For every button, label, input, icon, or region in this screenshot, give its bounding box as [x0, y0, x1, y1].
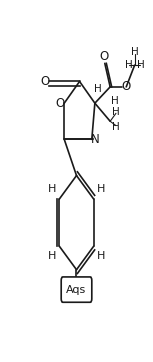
Text: H: H: [112, 107, 120, 117]
Text: H: H: [48, 184, 56, 194]
Text: O: O: [41, 75, 50, 88]
Text: H: H: [125, 60, 132, 70]
Text: O: O: [122, 80, 131, 93]
Text: H: H: [97, 184, 105, 194]
Text: O: O: [99, 50, 109, 63]
FancyBboxPatch shape: [61, 277, 92, 302]
Text: H: H: [97, 251, 105, 261]
Text: Aqs: Aqs: [66, 285, 87, 295]
Text: H: H: [111, 96, 119, 106]
Text: O: O: [55, 97, 64, 110]
Text: N: N: [91, 133, 100, 146]
Text: H: H: [131, 47, 138, 58]
Text: H: H: [137, 60, 145, 70]
Text: H: H: [48, 251, 56, 261]
Text: H: H: [94, 84, 102, 94]
Text: H: H: [112, 122, 120, 132]
